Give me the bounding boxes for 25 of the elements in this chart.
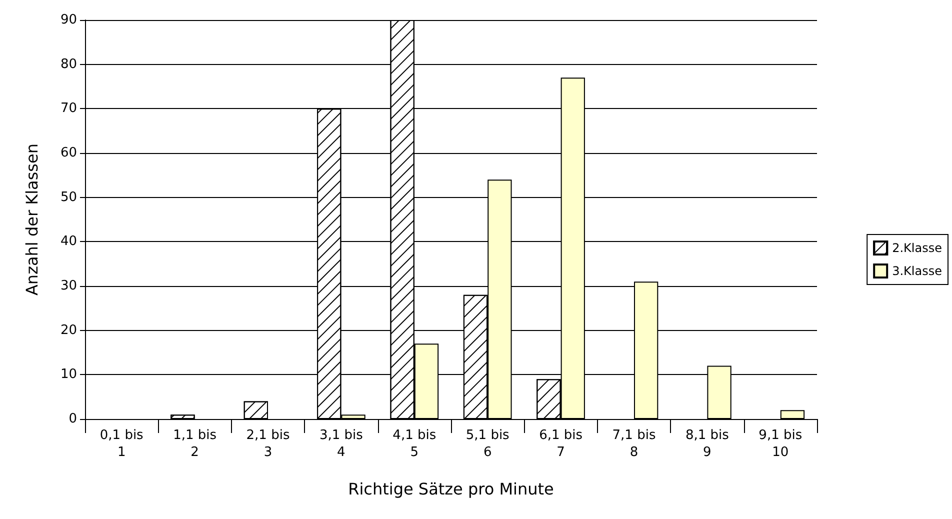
x-tick-label: 0,1 bis 1 [100, 428, 144, 460]
y-tick-label: 30 [60, 278, 77, 294]
legend-label: 2.Klasse [892, 241, 942, 255]
y-axis-title: Anzahl der Klassen [22, 143, 42, 296]
x-tick-label: 6,1 bis 7 [539, 428, 583, 460]
x-tick-label: 1,1 bis 2 [173, 428, 217, 460]
x-tick-label: 2,1 bis 3 [246, 428, 290, 460]
y-tick-label: 70 [60, 101, 77, 116]
legend-label: 3.Klasse [892, 264, 942, 278]
y-tick-label: 10 [60, 367, 77, 382]
x-tick-label: 3,1 bis 4 [319, 428, 364, 460]
y-tick-label: 0 [68, 412, 77, 426]
y-tick-label: 90 [60, 12, 77, 28]
x-tick-label: 4,1 bis 5 [392, 428, 436, 460]
bar [780, 410, 805, 419]
x-tick-label: 8,1 bis 9 [685, 428, 730, 460]
y-tick-label: 20 [60, 322, 77, 338]
y-tick-label: 60 [60, 146, 77, 160]
y-tick-label: 80 [60, 56, 77, 72]
y-tick-label: 40 [60, 234, 77, 250]
x-tick-label: 5,1 bis 6 [466, 428, 510, 460]
x-tick-label: 7,1 bis 8 [612, 428, 656, 460]
x-tick-label: 9,1 bis 10 [758, 428, 802, 460]
x-axis-title: Richtige Sätze pro Minute [348, 480, 554, 498]
y-tick-label: 50 [60, 190, 77, 205]
